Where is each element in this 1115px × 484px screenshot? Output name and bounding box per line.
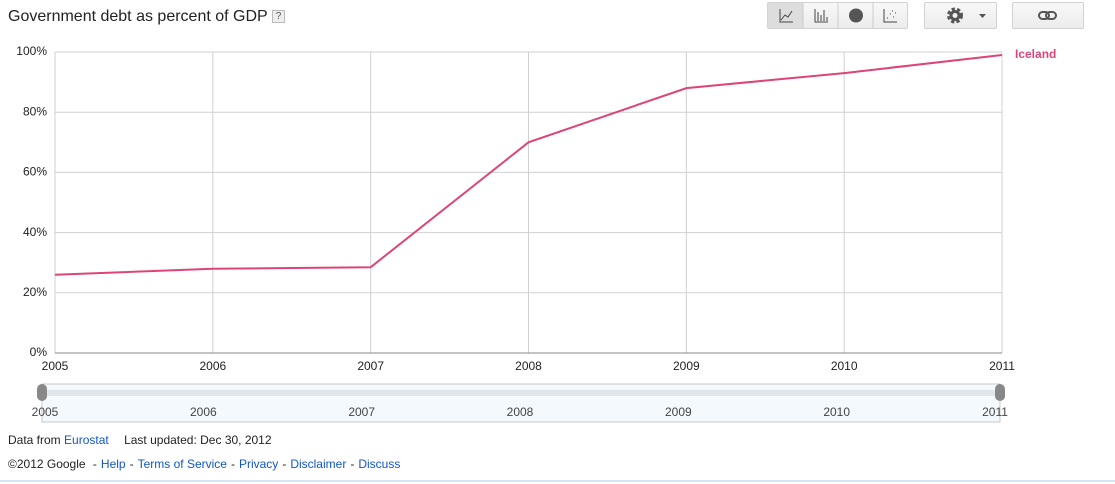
link-ring — [1045, 11, 1057, 20]
timeline-label: 2007 — [348, 405, 375, 419]
settings-icon — [947, 7, 986, 24]
x-tick-label: 2006 — [199, 359, 226, 373]
separator: - — [350, 457, 355, 471]
link-icon — [1038, 11, 1057, 20]
timeline-handle[interactable] — [37, 384, 47, 401]
source-prefix: Data from — [8, 433, 61, 447]
x-tick-label: 2011 — [989, 359, 1015, 373]
series-line — [54, 54, 1003, 276]
gear — [947, 7, 963, 24]
x-tick-label: 2008 — [515, 359, 542, 373]
footer-link[interactable]: Disclaimer — [290, 457, 347, 471]
source-line: Data from Eurostat Last updated: Dec 30,… — [8, 433, 272, 447]
timeline-label: 2006 — [190, 405, 217, 419]
x-tick-label: 2010 — [831, 359, 858, 373]
y-tick-label: 0% — [30, 345, 48, 359]
timeline-handle[interactable] — [995, 384, 1005, 401]
bottom-rule — [0, 480, 1115, 482]
footer-links: ©2012 Google - Help - Terms of Service - Priv… — [8, 457, 400, 471]
separator: - — [230, 457, 235, 471]
scatter-button[interactable] — [883, 9, 897, 23]
y-tick-label: 100% — [16, 44, 47, 58]
chart-type-icons — [768, 3, 897, 28]
separator: - — [92, 457, 97, 471]
timeline-label: 2005 — [32, 405, 59, 419]
series-label: Iceland — [1015, 47, 1056, 61]
bar-button[interactable] — [814, 9, 828, 23]
title-bar: Government debt as percent of GDP? — [8, 8, 286, 26]
x-tick-label: 2005 — [42, 359, 69, 373]
footer-link[interactable]: Terms of Service — [137, 457, 227, 471]
source-link[interactable]: Eurostat — [64, 433, 109, 447]
timeline-label: 2009 — [665, 405, 692, 419]
y-tick-label: 20% — [23, 285, 47, 299]
y-tick-label: 40% — [23, 225, 47, 239]
line-icon — [779, 9, 793, 23]
footer-link[interactable]: Help — [100, 457, 126, 471]
footer-link[interactable]: Privacy — [238, 457, 279, 471]
y-tick-label: 60% — [23, 165, 47, 179]
help-icon[interactable]: ? — [271, 10, 286, 23]
timeline-label: 2008 — [507, 405, 534, 419]
copyright: ©2012 Google — [8, 457, 86, 471]
link-ring — [1038, 11, 1050, 20]
timeline-track — [42, 390, 1000, 396]
chart-type-group — [767, 2, 908, 29]
y-tick-label: 80% — [23, 104, 47, 118]
link-button[interactable] — [1012, 2, 1084, 29]
chart-title: Government debt as percent of GDP — [8, 8, 268, 25]
last-updated: Last updated: Dec 30, 2012 — [124, 433, 272, 447]
gear-center — [949, 10, 961, 21]
settings-button[interactable] — [924, 2, 997, 29]
footer-link[interactable]: Discuss — [358, 457, 401, 471]
timeline-label: 2011 — [982, 405, 1008, 419]
map-button[interactable] — [849, 8, 863, 23]
x-tick-label: 2009 — [673, 359, 700, 373]
separator: - — [282, 457, 287, 471]
chart: 0% 20% 40% 60% 80% 100% 2005 2006 2007 2008 2009 20… — [16, 44, 1056, 423]
x-tick-label: 2007 — [357, 359, 384, 373]
dropdown-arrow — [979, 14, 986, 18]
separator: - — [129, 457, 134, 471]
timeline-label: 2010 — [823, 405, 850, 419]
